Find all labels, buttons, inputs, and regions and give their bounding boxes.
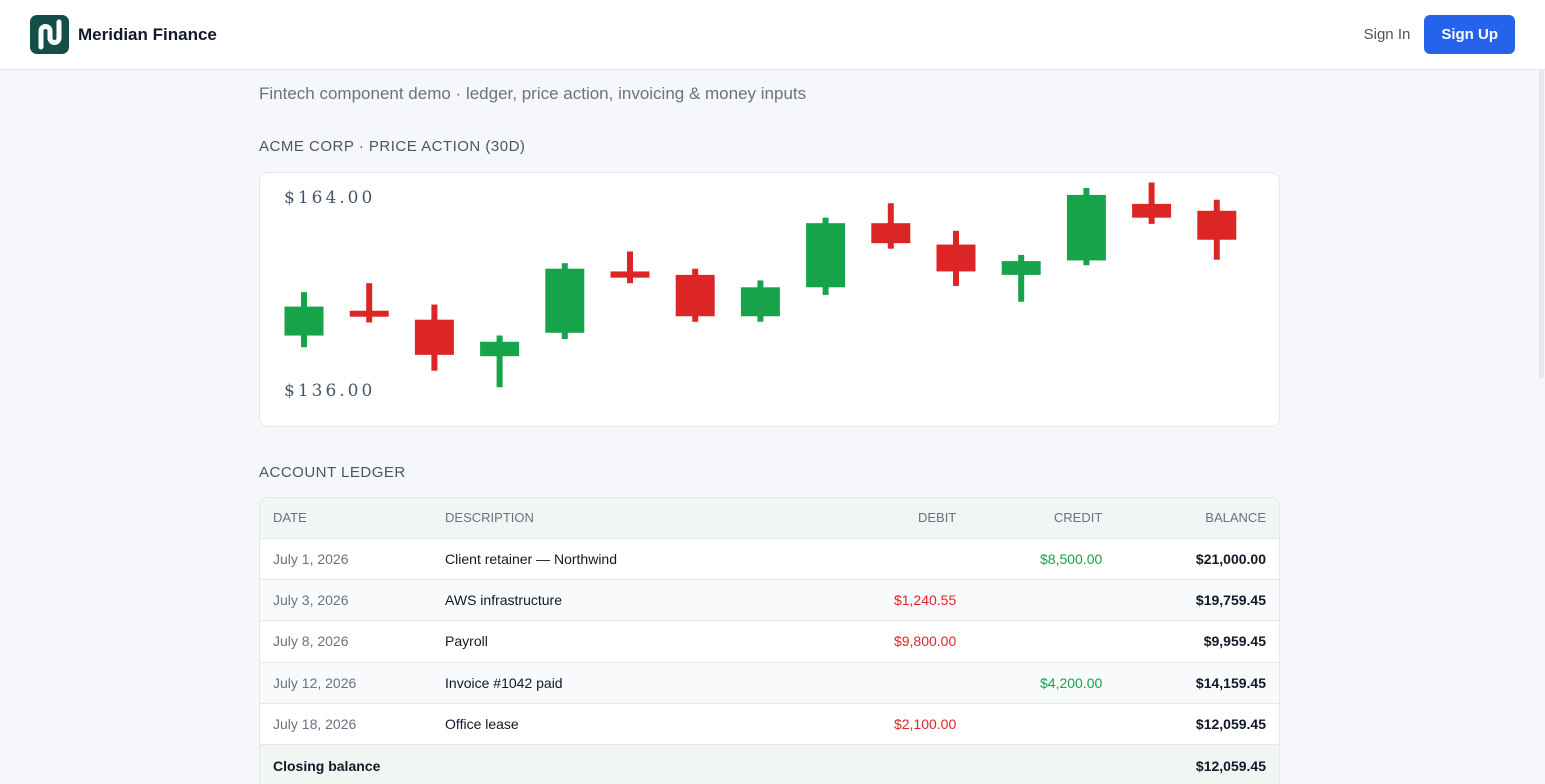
row-date: July 18, 2026: [260, 703, 433, 746]
candle-body-down[interactable]: [1197, 210, 1237, 240]
candle-body-up[interactable]: [284, 306, 324, 336]
row-balance: $9,959.45: [1115, 620, 1279, 663]
price-section-title: ACME CORP · PRICE ACTION (30D): [259, 138, 526, 155]
header-description[interactable]: DESCRIPTION: [432, 498, 881, 539]
row-credit: $8,500.00: [969, 538, 1116, 580]
candle-body-down[interactable]: [349, 310, 389, 317]
candle-wick: [1018, 254, 1025, 302]
y-min-label: $136.00: [284, 381, 375, 401]
table-row[interactable]: July 12, 2026 Invoice #1042 paid $4,200.…: [260, 662, 1279, 705]
sign-in-link[interactable]: Sign In: [1363, 26, 1411, 43]
candle-body-up[interactable]: [806, 223, 846, 288]
page-subtitle: Fintech component demo · ledger, price a…: [259, 84, 807, 103]
row-date: July 8, 2026: [260, 620, 433, 663]
brand[interactable]: Meridian Finance: [30, 15, 217, 54]
table-row[interactable]: July 8, 2026 Payroll $9,800.00 $9,959.45: [260, 620, 1279, 663]
brand-name: Meridian Finance: [78, 24, 217, 44]
row-credit: [969, 703, 1116, 746]
candle-body-up[interactable]: [1001, 261, 1041, 275]
candle-body-down[interactable]: [414, 319, 454, 355]
candle-body-down[interactable]: [675, 274, 715, 317]
candle-body-down[interactable]: [1132, 203, 1172, 218]
price-chart-card: $164.00 $136.00: [259, 172, 1280, 427]
scrollbar-track[interactable]: [1537, 70, 1545, 784]
row-balance: $12,059.45: [1115, 703, 1279, 746]
candle-body-down[interactable]: [871, 223, 911, 244]
row-balance: $19,759.45: [1115, 579, 1279, 622]
candle-body-up[interactable]: [545, 268, 585, 333]
candles-group: [284, 182, 1237, 388]
ledger-card: DATE DESCRIPTION DEBIT CREDIT BALANCE Ju…: [259, 497, 1280, 784]
ledger-section-title: ACCOUNT LEDGER: [259, 464, 406, 481]
candle-wick: [627, 251, 633, 284]
header-credit[interactable]: CREDIT: [969, 498, 1116, 539]
closing-balance-label: Closing balance: [273, 758, 381, 775]
closing-balance-value: $12,059.45: [1195, 758, 1266, 775]
row-description: AWS infrastructure: [432, 579, 881, 622]
row-balance: $14,159.45: [1115, 662, 1279, 705]
header-debit[interactable]: DEBIT: [880, 498, 970, 539]
row-debit: [880, 538, 970, 580]
row-debit: $2,100.00: [880, 703, 970, 746]
ledger-table: DATE DESCRIPTION DEBIT CREDIT BALANCE Ju…: [260, 498, 1279, 784]
row-description: Client retainer — Northwind: [432, 538, 881, 580]
row-credit: [969, 620, 1116, 663]
row-debit: $1,240.55: [880, 579, 970, 622]
row-date: July 1, 2026: [260, 538, 433, 580]
candle-body-down[interactable]: [936, 244, 976, 272]
candle-wick: [1148, 182, 1155, 224]
row-debit: [880, 662, 970, 705]
row-debit: $9,800.00: [880, 620, 970, 663]
header-date[interactable]: DATE: [260, 498, 433, 539]
candle-body-up[interactable]: [480, 341, 520, 357]
candle-wick: [366, 283, 373, 323]
candle-body-up[interactable]: [740, 287, 780, 317]
candle-body-up[interactable]: [1066, 194, 1106, 261]
closing-balance-row: Closing balance $12,059.45: [260, 744, 1279, 784]
candle-wick: [496, 335, 503, 388]
row-description: Invoice #1042 paid: [432, 662, 881, 705]
table-row[interactable]: July 3, 2026 AWS infrastructure $1,240.5…: [260, 579, 1279, 622]
candle-body-down[interactable]: [610, 271, 650, 278]
table-row[interactable]: July 1, 2026 Client retainer — Northwind…: [260, 538, 1279, 580]
scrollbar-thumb[interactable]: [1539, 70, 1544, 378]
row-date: July 12, 2026: [260, 662, 433, 705]
header-balance[interactable]: BALANCE: [1115, 498, 1279, 539]
row-date: July 3, 2026: [260, 579, 433, 622]
row-description: Office lease: [432, 703, 881, 746]
nav-actions: Sign In Sign Up: [1364, 15, 1515, 54]
sign-up-button[interactable]: Sign Up: [1424, 15, 1515, 54]
row-credit: $4,200.00: [969, 662, 1116, 705]
brand-logo-icon: [30, 15, 69, 54]
candlestick-chart: $164.00 $136.00: [284, 182, 1237, 401]
top-navbar: Meridian Finance Sign In Sign Up: [0, 0, 1545, 70]
ledger-header-row: DATE DESCRIPTION DEBIT CREDIT BALANCE: [260, 498, 1279, 539]
y-max-label: $164.00: [284, 188, 375, 208]
row-balance: $21,000.00: [1115, 538, 1279, 580]
row-credit: [969, 579, 1116, 622]
row-description: Payroll: [432, 620, 881, 663]
table-row[interactable]: July 18, 2026 Office lease $2,100.00 $12…: [260, 703, 1279, 746]
